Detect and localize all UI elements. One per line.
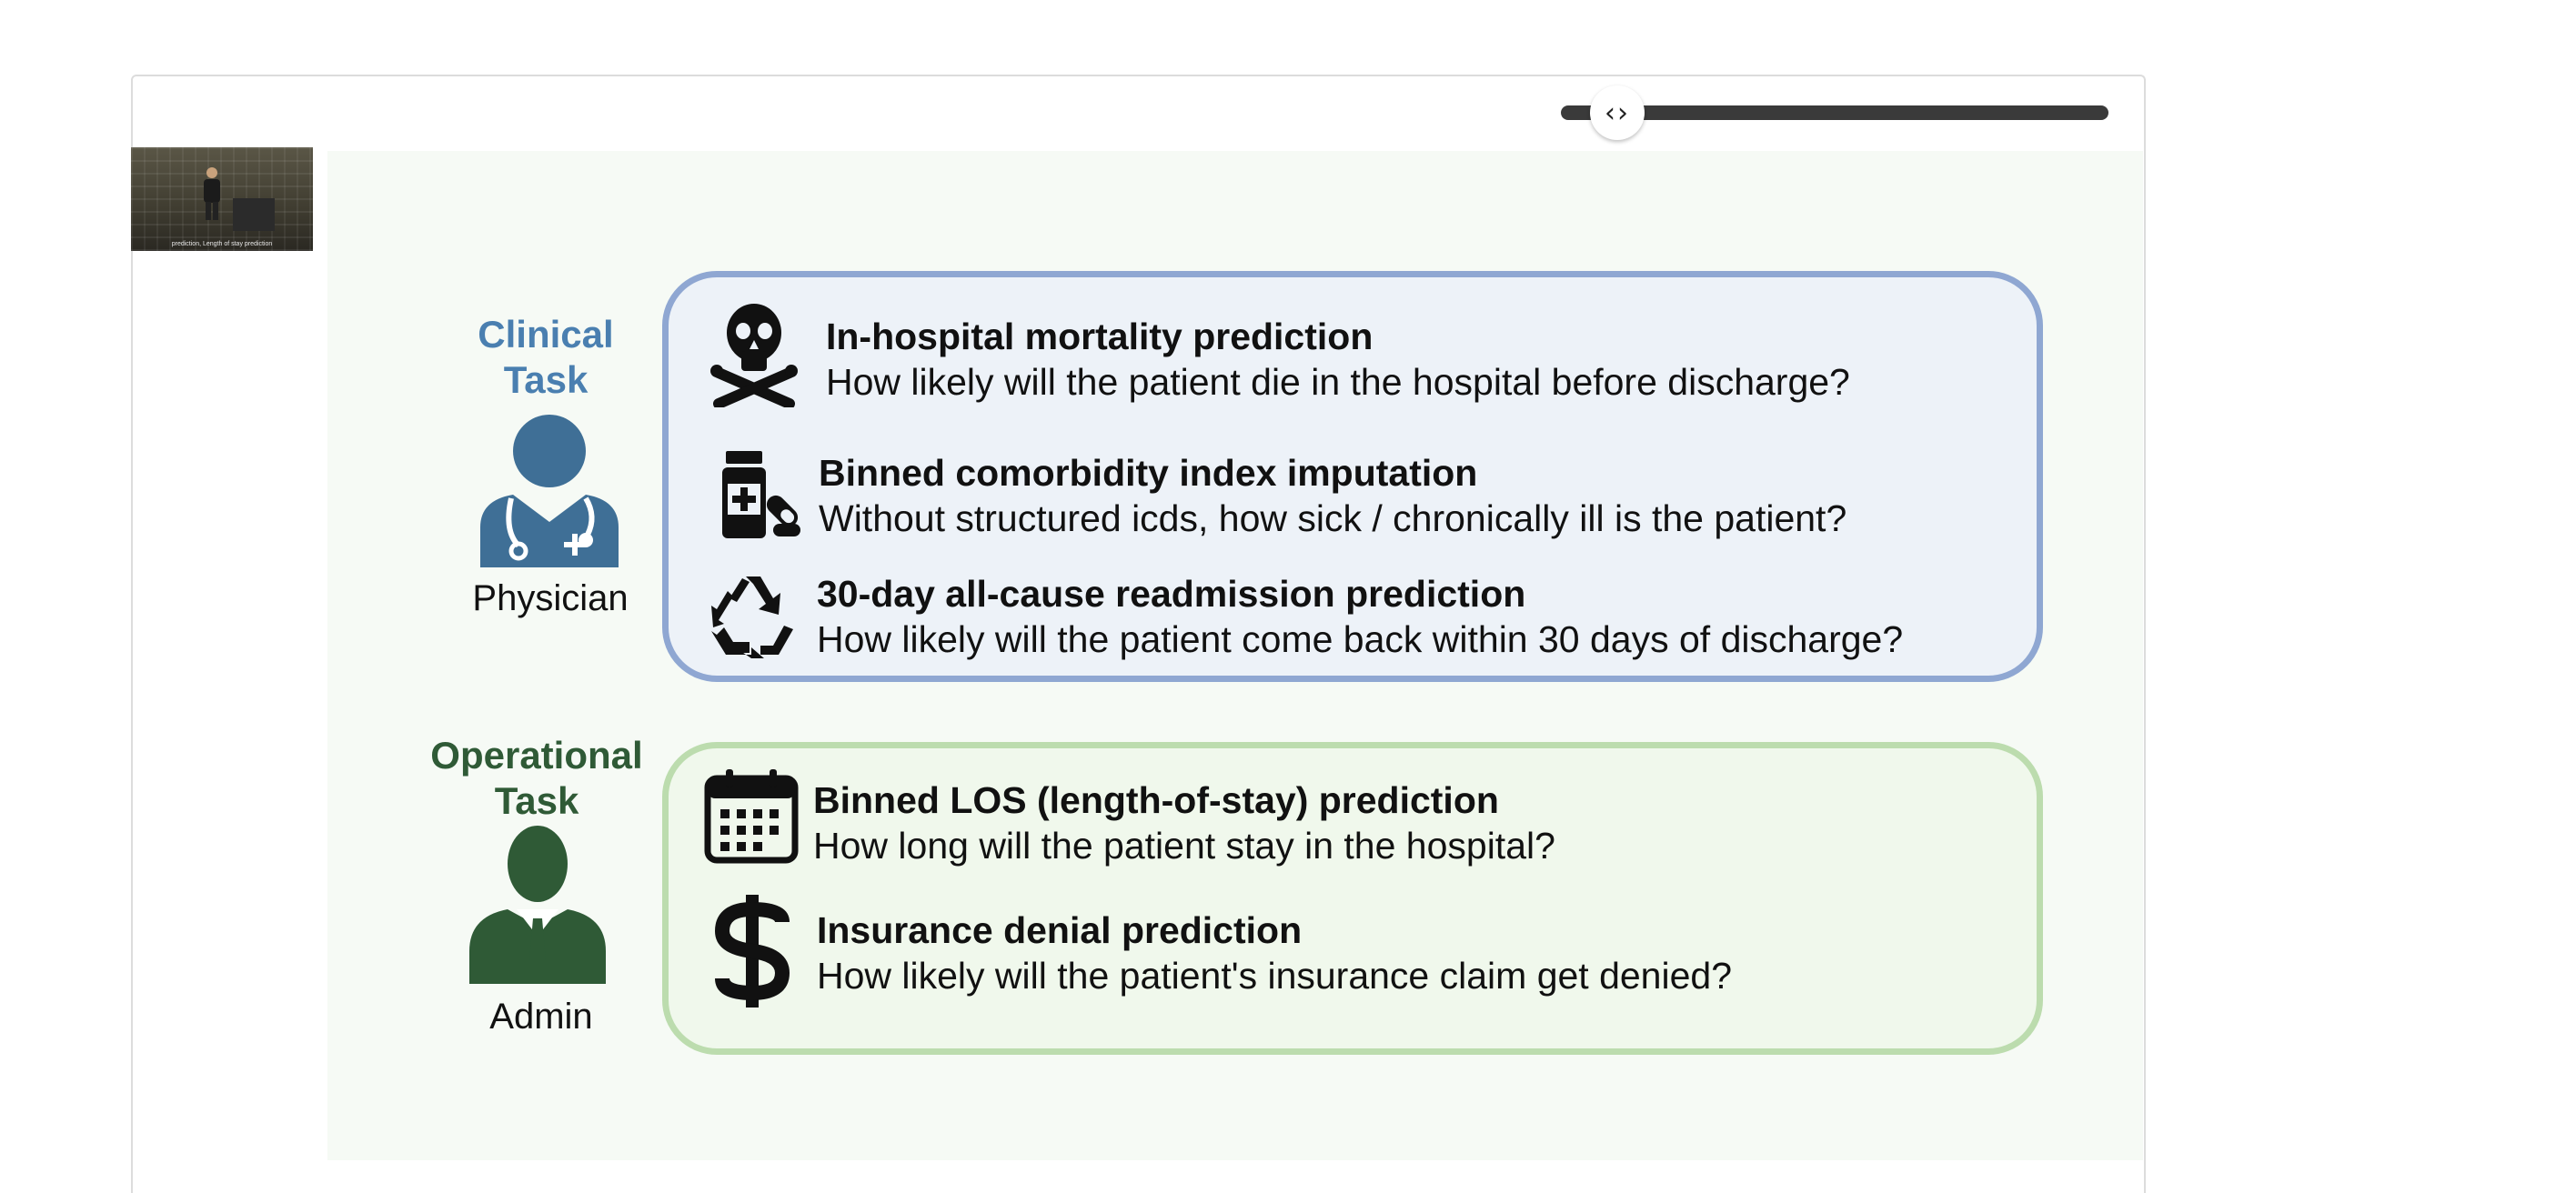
calendar-icon [704, 769, 799, 864]
video-thumbnail[interactable]: prediction, Length of stay prediction [131, 147, 313, 251]
task-insurance-denial: Insurance denial prediction How likely w… [817, 907, 1732, 998]
task-comorbidity: Binned comorbidity index imputation With… [819, 450, 1846, 541]
thumbnail-caption: prediction, Length of stay prediction [171, 241, 273, 247]
speaker-figure [204, 167, 220, 220]
task-readmission: 30-day all-cause readmission prediction … [817, 571, 1903, 662]
operational-task-title: Operational Task [400, 733, 673, 824]
task-title: Binned LOS (length-of-stay) prediction [813, 779, 1499, 821]
clinical-task-title: Clinical Task [437, 312, 655, 403]
task-question: How likely will the patient's insurance … [817, 955, 1733, 997]
podium [233, 198, 275, 231]
task-los: Binned LOS (length-of-stay) prediction H… [813, 777, 1555, 868]
task-title: Insurance denial prediction [817, 909, 1303, 951]
recycle-icon [711, 576, 793, 658]
comparison-slider-track[interactable] [1561, 105, 2108, 120]
thumbnail-background [131, 147, 313, 251]
task-question: How long will the patient stay in the ho… [813, 825, 1555, 867]
task-title: 30-day all-cause readmission prediction [817, 573, 1526, 615]
slider-handle-arrows-icon[interactable]: ‹› [1590, 85, 1645, 140]
operational-tasks-panel [662, 742, 2043, 1055]
physician-label: Physician [472, 578, 629, 618]
task-question: Without structured icds, how sick / chro… [819, 497, 1847, 539]
admin-label: Admin [489, 997, 593, 1037]
skull-crossbones-icon [710, 304, 798, 407]
dollar-icon [714, 895, 790, 1008]
admin-icon [469, 826, 606, 984]
medicine-bottle-icon [722, 451, 800, 538]
task-question: How likely will the patient die in the h… [826, 361, 1850, 403]
physician-icon [480, 415, 619, 567]
clinical-title-line2: Task [503, 358, 589, 401]
clinical-title-line1: Clinical [478, 313, 614, 356]
operational-title-line1: Operational [430, 734, 643, 777]
task-title: Binned comorbidity index imputation [819, 452, 1478, 494]
task-question: How likely will the patient come back wi… [817, 618, 1904, 660]
task-mortality: In-hospital mortality prediction How lik… [826, 314, 1850, 405]
clinical-tasks-panel [662, 271, 2043, 682]
task-title: In-hospital mortality prediction [826, 316, 1374, 357]
operational-title-line2: Task [494, 779, 579, 822]
